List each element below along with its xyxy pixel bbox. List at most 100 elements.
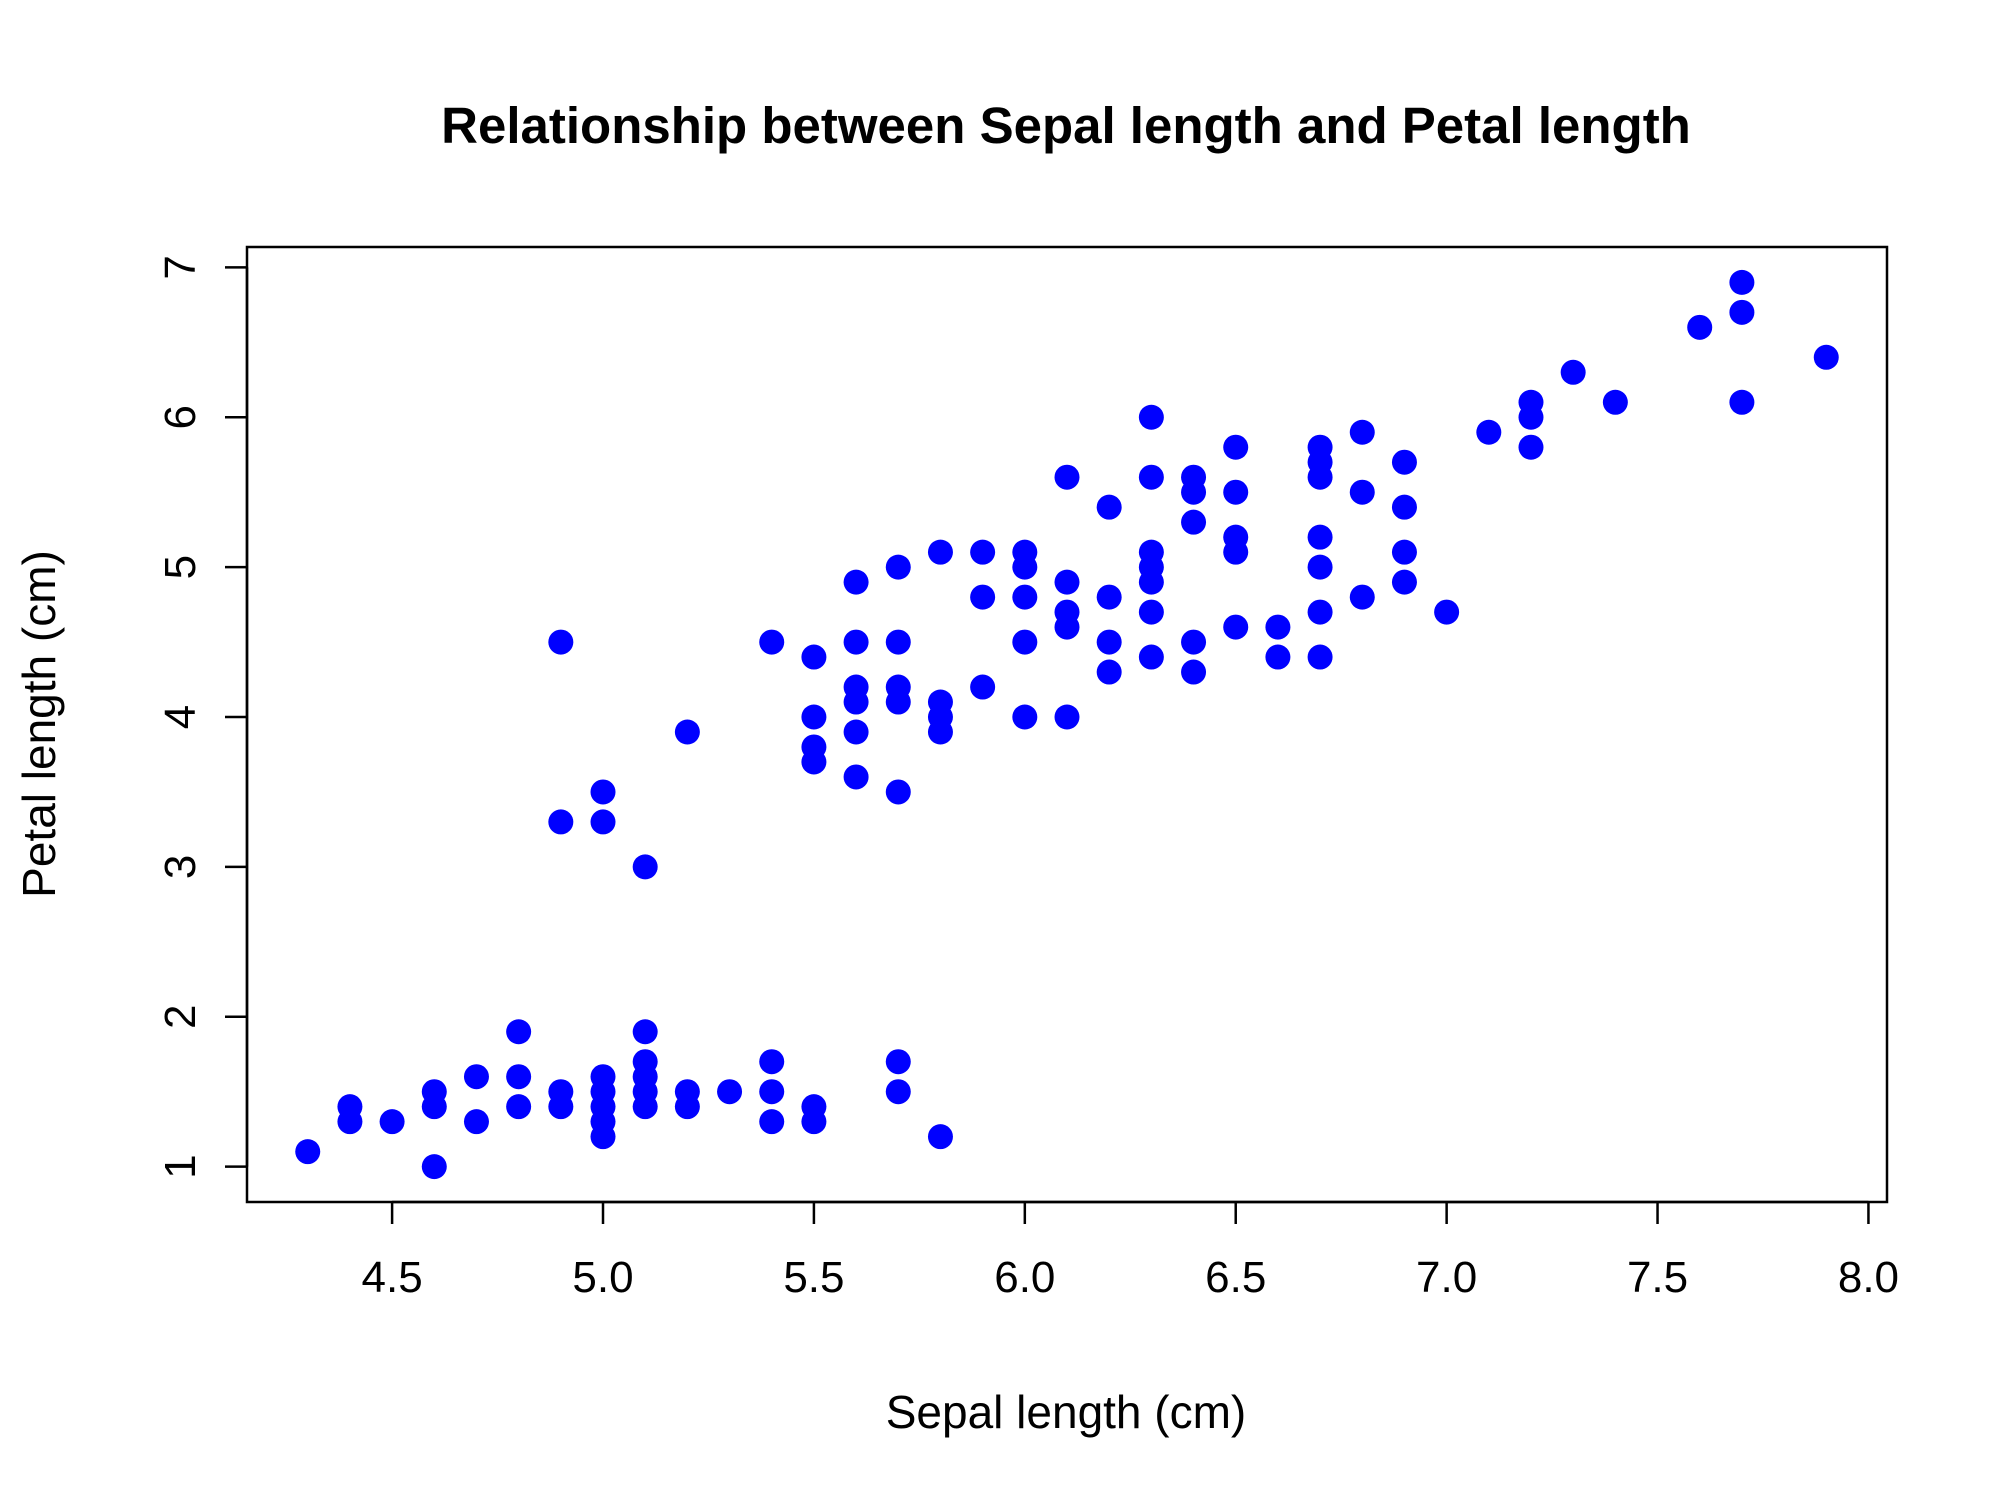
data-point [1265, 614, 1291, 640]
data-point [1307, 644, 1333, 670]
data-point [1181, 629, 1207, 655]
x-tick-label: 5.0 [572, 1253, 633, 1302]
data-point [927, 689, 953, 715]
x-axis: 4.5 5.0 5.5 6.0 6.5 7.0 7.5 8.0 [362, 1200, 1899, 1302]
data-point [1391, 449, 1417, 475]
data-point [1391, 569, 1417, 595]
data-point [1307, 524, 1333, 550]
y-axis: 1 2 3 4 5 6 7 [156, 255, 249, 1179]
data-point [632, 1049, 658, 1075]
data-point [1518, 434, 1544, 460]
data-point [1012, 584, 1038, 610]
x-tick-label: 4.5 [362, 1253, 423, 1302]
data-point [1729, 299, 1755, 325]
data-point [1096, 629, 1122, 655]
y-tick-label: 6 [156, 405, 205, 429]
data-point [885, 1049, 911, 1075]
data-points [295, 269, 1839, 1180]
data-point [1096, 659, 1122, 685]
data-point [590, 809, 616, 835]
data-point [843, 629, 869, 655]
data-point [506, 1094, 532, 1120]
data-point [759, 629, 785, 655]
data-point [927, 1124, 953, 1150]
data-point [1307, 554, 1333, 580]
data-point [463, 1109, 489, 1135]
data-point [1223, 614, 1249, 640]
data-point [590, 779, 616, 805]
y-tick-label: 2 [156, 1005, 205, 1029]
data-point [885, 554, 911, 580]
data-point [295, 1139, 321, 1165]
data-point [421, 1154, 447, 1180]
data-point [801, 734, 827, 760]
data-point [379, 1109, 405, 1135]
x-tick-label: 6.5 [1205, 1253, 1266, 1302]
data-point [927, 539, 953, 565]
x-tick-label: 8.0 [1838, 1253, 1899, 1302]
data-point [590, 1064, 616, 1090]
data-point [1138, 644, 1164, 670]
x-axis-label: Sepal length (cm) [886, 1386, 1247, 1438]
data-point [1012, 629, 1038, 655]
data-point [843, 764, 869, 790]
data-point [717, 1079, 743, 1105]
data-point [1687, 314, 1713, 340]
data-point [1181, 464, 1207, 490]
data-point [843, 719, 869, 745]
data-point [1138, 464, 1164, 490]
data-point [1096, 584, 1122, 610]
data-point [463, 1064, 489, 1090]
data-point [1265, 644, 1291, 670]
data-point [1223, 434, 1249, 460]
data-point [1560, 359, 1586, 385]
data-point [1349, 479, 1375, 505]
data-point [1138, 599, 1164, 625]
data-point [843, 674, 869, 700]
data-point [506, 1019, 532, 1045]
data-point [1012, 539, 1038, 565]
x-tick-label: 7.5 [1627, 1253, 1688, 1302]
x-tick-label: 6.0 [994, 1253, 1055, 1302]
data-point [548, 1079, 574, 1105]
data-point [674, 1079, 700, 1105]
data-point [1223, 479, 1249, 505]
data-point [843, 569, 869, 595]
data-point [1476, 419, 1502, 445]
data-point [1307, 599, 1333, 625]
data-point [1349, 419, 1375, 445]
data-point [801, 704, 827, 730]
x-tick-label: 7.0 [1416, 1253, 1477, 1302]
data-point [548, 629, 574, 655]
data-point [1054, 704, 1080, 730]
data-point [885, 1079, 911, 1105]
data-point [1054, 569, 1080, 595]
data-point [1391, 539, 1417, 565]
data-point [632, 854, 658, 880]
data-point [1729, 269, 1755, 295]
data-point [1012, 704, 1038, 730]
data-point [1054, 464, 1080, 490]
data-point [1602, 389, 1628, 415]
y-tick-label: 4 [156, 705, 205, 729]
data-point [1181, 509, 1207, 535]
data-point [801, 644, 827, 670]
data-point [1096, 494, 1122, 520]
chart-title: Relationship between Sepal length and Pe… [441, 97, 1691, 154]
data-point [1181, 659, 1207, 685]
data-point [1391, 494, 1417, 520]
x-tick-label: 5.5 [783, 1253, 844, 1302]
data-point [548, 809, 574, 835]
data-point [1223, 524, 1249, 550]
data-point [970, 584, 996, 610]
data-point [970, 674, 996, 700]
data-point [1054, 599, 1080, 625]
data-point [632, 1019, 658, 1045]
data-point [759, 1049, 785, 1075]
data-point [1138, 539, 1164, 565]
data-point [674, 719, 700, 745]
y-tick-label: 1 [156, 1154, 205, 1178]
data-point [1434, 599, 1460, 625]
data-point [1813, 344, 1839, 370]
